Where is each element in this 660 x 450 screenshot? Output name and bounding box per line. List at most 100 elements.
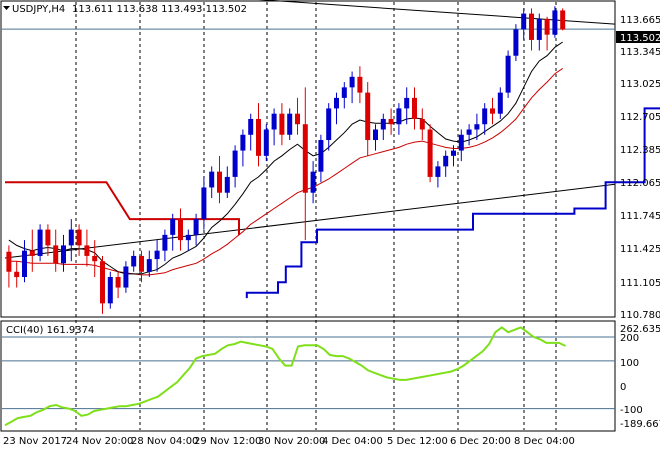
- candle: [201, 176, 207, 230]
- candle: [193, 213, 199, 246]
- candle: [380, 113, 386, 141]
- candle: [497, 87, 503, 119]
- cci-pane-frame: [0, 320, 616, 432]
- candle: [61, 234, 66, 272]
- candle: [115, 271, 121, 299]
- candle: [139, 250, 144, 283]
- candle-body: [170, 219, 176, 235]
- candle-body: [302, 124, 308, 193]
- time-label: 29 Nov 12:00: [194, 436, 261, 447]
- trend-line: [4, 183, 616, 259]
- candle-body: [357, 76, 363, 93]
- candle-body: [263, 129, 269, 156]
- candle-body: [45, 229, 51, 246]
- candle: [146, 250, 152, 278]
- candle: [435, 161, 441, 188]
- cci-tick: 0: [620, 382, 626, 393]
- candle-body: [232, 150, 238, 177]
- candle-body: [497, 92, 503, 114]
- candle: [334, 92, 339, 125]
- time-label: 8 Dec 04:00: [514, 436, 575, 447]
- candle-body: [490, 108, 495, 114]
- candle-body: [224, 176, 230, 193]
- ma-slow-line: [8, 67, 563, 276]
- price-tick: 113.665: [620, 15, 660, 26]
- candle: [482, 103, 488, 135]
- candle-body: [560, 10, 566, 30]
- candle-body: [451, 150, 456, 156]
- candle-body: [271, 113, 277, 130]
- price-tick: 112.385: [620, 145, 660, 156]
- candle: [256, 103, 261, 167]
- candle: [217, 155, 222, 204]
- candle-body: [146, 259, 152, 272]
- candle: [92, 240, 98, 278]
- candle: [310, 161, 316, 204]
- candle-body: [396, 108, 402, 125]
- candle-body: [37, 229, 43, 256]
- candle: [412, 87, 417, 130]
- candle-body: [287, 113, 293, 135]
- candle-body: [341, 87, 347, 98]
- candle-body: [22, 250, 27, 278]
- candle-body: [443, 155, 449, 167]
- candle: [279, 103, 285, 146]
- candle-body: [139, 255, 144, 272]
- candle: [84, 229, 90, 267]
- trailing-stop-up: [245, 107, 660, 299]
- time-label: 6 Dec 20:00: [450, 436, 511, 447]
- candle: [458, 129, 464, 162]
- candle: [513, 24, 519, 62]
- candle: [365, 82, 371, 156]
- candle: [560, 8, 566, 31]
- price-tick: 112.705: [620, 112, 660, 123]
- candle-body: [84, 245, 90, 256]
- stop-lines: [5, 107, 660, 299]
- candle: [224, 166, 230, 198]
- price-axis: 113.665 113.345 113.025 112.705 112.385 …: [620, 15, 660, 321]
- candle-body: [365, 92, 371, 141]
- candle: [536, 13, 542, 51]
- candle-body: [482, 108, 488, 125]
- candle-body: [68, 229, 74, 246]
- candle-body: [326, 108, 332, 141]
- trend-lines: [4, 0, 616, 259]
- symbol-label: USDJPY,H4: [12, 4, 65, 15]
- candle-body: [154, 250, 160, 260]
- time-label: 5 Dec 12:00: [387, 436, 448, 447]
- candle: [451, 145, 456, 167]
- price-tick: 113.025: [620, 79, 660, 90]
- cci-header: CCI(40) 161.9374: [6, 325, 94, 336]
- candle-body: [162, 234, 168, 251]
- cci-indicator: [4, 326, 566, 427]
- candle-body: [100, 261, 105, 304]
- candle: [131, 250, 137, 272]
- candle-body: [185, 234, 191, 241]
- candle: [240, 129, 246, 167]
- candle-body: [552, 10, 558, 35]
- candle: [170, 213, 176, 251]
- current-price-badge: [616, 31, 660, 43]
- candle: [326, 103, 332, 151]
- candle: [107, 271, 113, 309]
- time-label: 28 Nov 04:00: [131, 436, 198, 447]
- candle-body: [427, 129, 433, 177]
- trailing-stop-down: [5, 181, 240, 235]
- candle-body: [521, 13, 527, 30]
- candle-body: [310, 171, 316, 193]
- candle: [396, 103, 402, 135]
- candle: [505, 50, 511, 98]
- candle-body: [544, 18, 550, 35]
- candle: [185, 229, 191, 251]
- trend-line: [258, 0, 616, 25]
- candle: [123, 261, 129, 293]
- candle-body: [178, 219, 183, 241]
- candle-body: [388, 118, 394, 125]
- candle-body: [61, 245, 66, 264]
- expand-arrow-icon: [3, 6, 10, 10]
- price-tick: 111.105: [620, 278, 660, 289]
- candle: [427, 124, 433, 183]
- price-tick: 113.345: [620, 47, 660, 58]
